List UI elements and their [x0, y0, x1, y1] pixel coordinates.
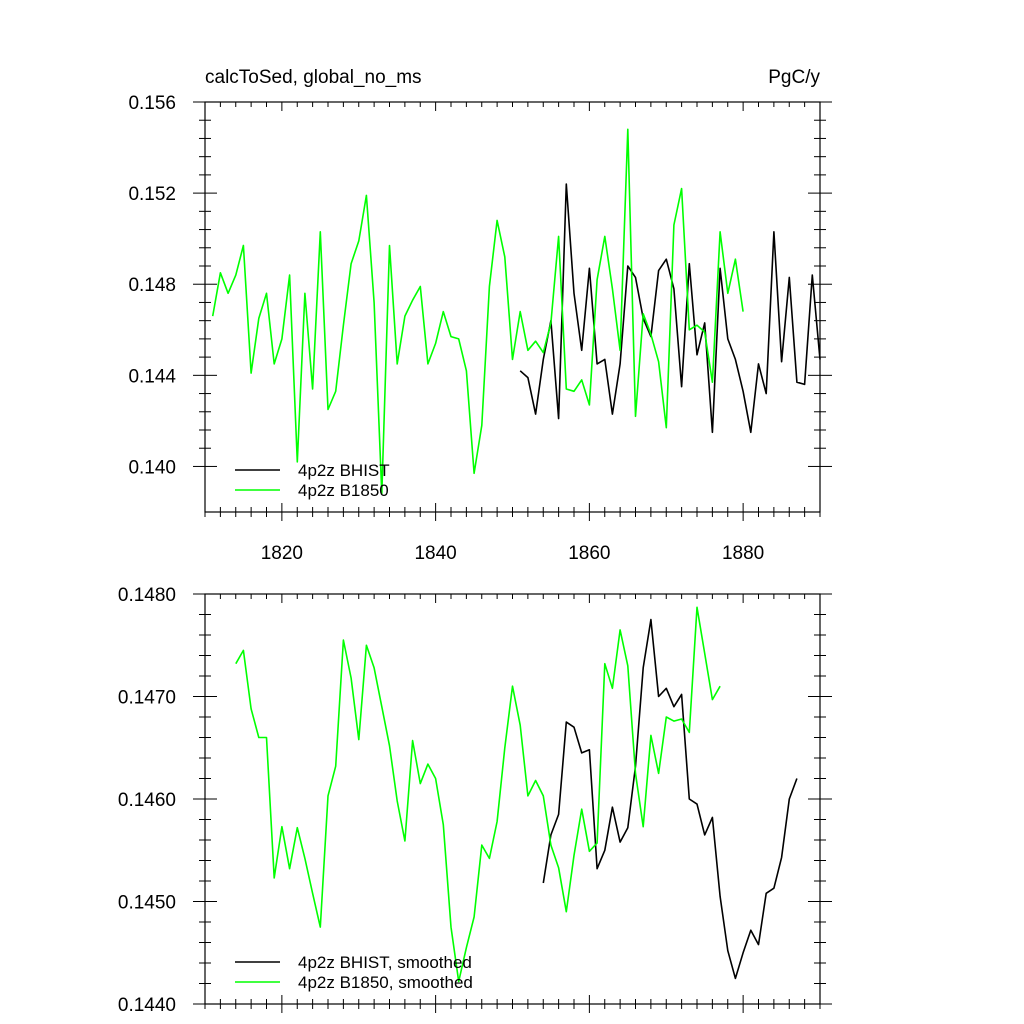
top-title-left: calcToSed, global_no_ms [205, 67, 422, 88]
top-legend-label-b1850: 4p2z B1850 [298, 481, 389, 500]
y-tick-label: 0.156 [128, 93, 176, 114]
y-tick-label: 0.144 [128, 366, 176, 387]
bottom-plot-frame [204, 593, 821, 1005]
bottom-panel: 0.1440 0.1450 0.1460 0.1470 0.1480 4p2z BHIS… [118, 585, 832, 1016]
y-tick-label: 0.1470 [118, 688, 176, 709]
y-tick-label: 0.1460 [118, 790, 176, 811]
bottom-y-ticks: 0.1440 0.1450 0.1460 0.1470 0.1480 [118, 585, 832, 1016]
bottom-series-line-0 [542, 618, 798, 980]
top-series-line-1 [211, 128, 744, 495]
y-tick-label: 0.1440 [118, 995, 176, 1016]
y-tick-label: 0.148 [128, 275, 176, 296]
top-legend-label-bhist: 4p2z BHIST [298, 461, 390, 480]
bottom-series-layer [235, 606, 798, 983]
bottom-series-line-1 [235, 606, 721, 983]
x-tick-label: 1840 [414, 543, 456, 564]
top-y-ticks: 0.140 0.144 0.148 0.152 0.156 [128, 93, 832, 478]
top-x-ticks: 1820 1840 1860 1880 [204, 102, 821, 564]
bottom-legend: 4p2z BHIST, smoothed 4p2z B1850, smoothe… [235, 953, 473, 992]
top-title-right: PgC/y [768, 67, 820, 88]
y-tick-label: 0.140 [128, 457, 176, 478]
bottom-x-ticks [204, 594, 821, 1013]
bottom-legend-label-bhist: 4p2z BHIST, smoothed [298, 953, 472, 972]
top-series-layer [211, 128, 821, 495]
y-tick-label: 0.1450 [118, 893, 176, 914]
y-tick-label: 0.1480 [118, 585, 176, 606]
x-tick-label: 1820 [261, 543, 303, 564]
y-tick-label: 0.152 [128, 184, 176, 205]
x-tick-label: 1860 [568, 543, 610, 564]
x-tick-label: 1880 [722, 543, 764, 564]
top-legend: 4p2z BHIST 4p2z B1850 [235, 461, 390, 500]
bottom-legend-label-b1850: 4p2z B1850, smoothed [298, 973, 473, 992]
top-series-line-0 [519, 183, 821, 434]
top-panel: calcToSed, global_no_ms PgC/y 1820 1840 18… [128, 67, 832, 564]
